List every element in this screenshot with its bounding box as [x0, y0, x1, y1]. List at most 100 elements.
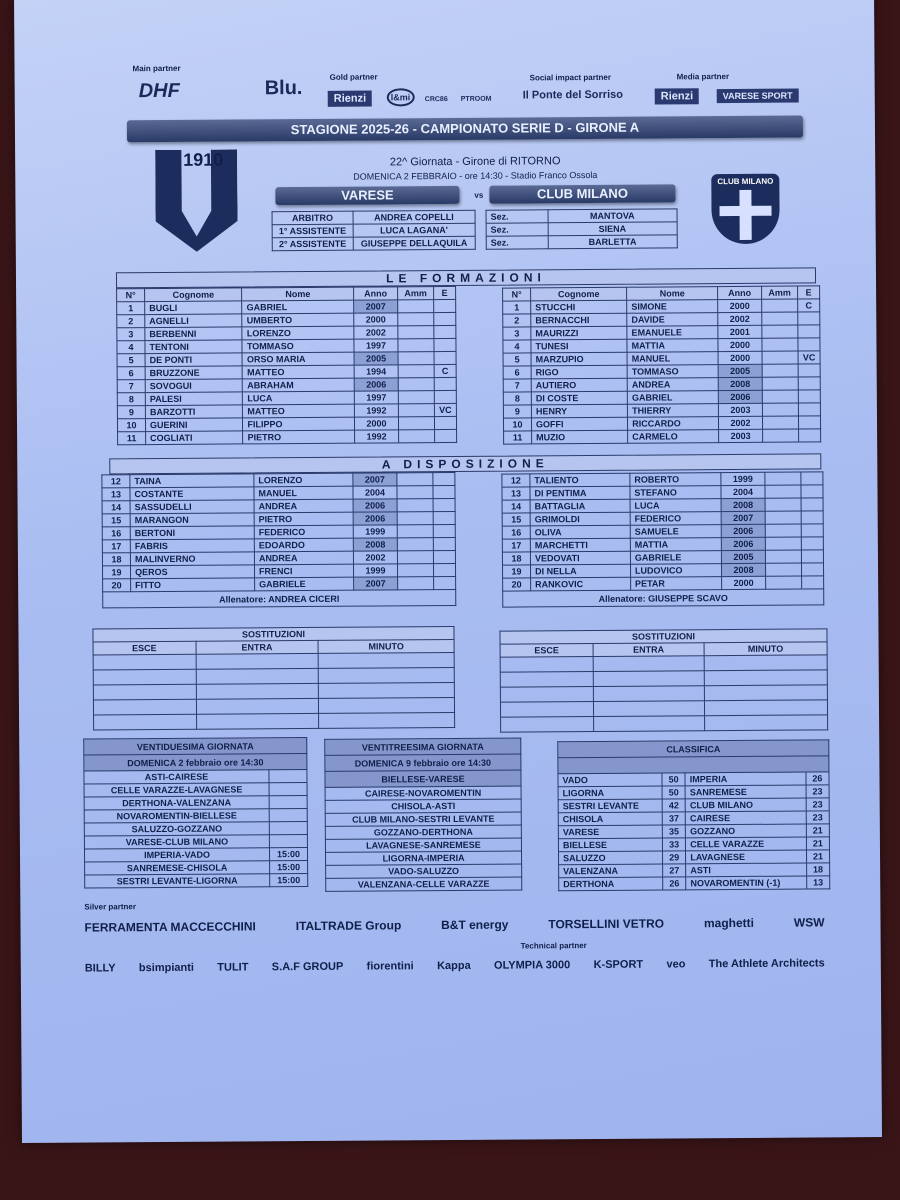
player-number: 7: [503, 378, 532, 393]
team-name: VADO: [557, 773, 663, 787]
team-name: SESTRI LEVANTE: [558, 799, 663, 813]
player-number: 14: [102, 500, 131, 514]
player-surname: MAURIZZI: [530, 326, 628, 340]
player-number: 13: [501, 486, 531, 501]
player-year: 2005: [718, 364, 763, 378]
standings-spacer-row: [557, 755, 829, 774]
player-role: [800, 484, 824, 499]
partner-logo: Kappa: [437, 959, 471, 973]
player-role: C: [797, 298, 820, 313]
player-year: 2000: [354, 416, 399, 431]
technical-partner-label: Technical partner: [520, 941, 587, 951]
player-surname: BARZOTTI: [145, 404, 243, 419]
player-surname: BUGLI: [144, 300, 243, 315]
player-name: ANDREA: [254, 551, 354, 565]
section-label: Sez.: [486, 235, 548, 250]
subs-column-header: MINUTO: [318, 639, 455, 654]
player-year: 1999: [353, 563, 398, 578]
subs-cell: [593, 700, 705, 717]
team-name: VARESE: [558, 825, 663, 839]
round23-title: VENTITREESIMA GIORNATA: [324, 737, 521, 756]
player-year: 2002: [717, 312, 762, 326]
player-number: 15: [102, 513, 131, 527]
player-role: [433, 524, 456, 538]
player-year: 2008: [353, 537, 398, 552]
team-name: SANREMESE: [685, 785, 806, 799]
player-year: 2007: [352, 472, 397, 487]
partner-logo: BILLY: [84, 962, 116, 975]
round23-title: VENTITREESIMA GIORNATA: [324, 737, 521, 756]
player-number: 5: [503, 352, 532, 367]
subs-cell: [93, 669, 196, 685]
vs-label: vs: [474, 190, 484, 200]
subs-cell: [500, 701, 594, 718]
subs-cell: [593, 685, 705, 702]
player-name: RICCARDO: [627, 416, 719, 431]
fixture-row: VALENZANA-CELLE VARAZZE: [325, 876, 522, 892]
player-surname: MUZIO: [531, 430, 628, 444]
partner-logo: fiorentini: [366, 960, 414, 973]
player-name: PETAR: [630, 576, 722, 591]
player-booking: [765, 550, 802, 564]
player-booking: [761, 338, 799, 352]
player-role: [434, 377, 457, 391]
player-year: 2008: [718, 377, 763, 391]
player-surname: OLIVA: [530, 525, 631, 539]
subs-cell: [704, 669, 828, 686]
player-booking: [397, 524, 434, 538]
player-booking: [397, 576, 434, 590]
player-role: [433, 563, 456, 577]
player-row: 11 COGLIATI PIETRO 1992: [117, 429, 457, 445]
standings-spacer: [557, 755, 829, 774]
subs-cell: [500, 671, 594, 688]
player-booking: [765, 498, 802, 512]
player-number: 6: [503, 365, 532, 380]
player-booking: [397, 338, 435, 352]
subs-cell: [500, 656, 594, 673]
player-name: ABRAHAM: [242, 378, 355, 392]
player-year: 2006: [353, 511, 398, 526]
player-year: 2006: [354, 377, 399, 392]
player-number: 10: [503, 417, 532, 432]
dhf-logo: DHF: [138, 79, 180, 103]
player-role: [798, 428, 821, 443]
player-year: 2002: [353, 550, 398, 565]
player-surname: COSTANTE: [129, 486, 255, 501]
fixture: VALENZANA-CELLE VARAZZE: [325, 876, 522, 892]
fixture-time: [269, 808, 308, 822]
official-role: ARBITRO: [272, 211, 353, 225]
player-role: [798, 415, 821, 430]
player-booking: [765, 537, 802, 551]
team-name: IMPERIA: [685, 772, 806, 786]
fixture-time: [268, 769, 308, 783]
away-subs-table: SOSTITUZIONI ESCE ENTRA MINUTO: [499, 628, 828, 733]
player-year: 2000: [717, 299, 762, 313]
player-year: 2004: [720, 485, 766, 499]
player-name: LORENZO: [253, 473, 353, 487]
player-role: C: [434, 364, 457, 378]
player-booking: [765, 511, 802, 525]
player-name: STEFANO: [629, 485, 722, 500]
player-number: 14: [502, 499, 531, 514]
player-role: [801, 510, 824, 525]
team-points: 50: [662, 772, 686, 787]
column-header: Nome: [242, 287, 354, 301]
player-booking: [398, 403, 435, 417]
player-name: MANUEL: [253, 486, 354, 500]
subs-cell: [318, 667, 455, 684]
team-points: 18: [806, 862, 830, 877]
silver-partner-logo: B&T energy: [441, 917, 509, 933]
team-points: 23: [806, 810, 830, 825]
player-booking: [397, 325, 434, 339]
player-name: FEDERICO: [254, 525, 354, 539]
away-lineup-table: N° Cognome Nome Anno Amm E 1 STUCCHI SIMONE 2000 C…: [502, 285, 821, 445]
subs-column-header: MINUTO: [704, 641, 828, 656]
team-points: 21: [806, 836, 830, 851]
player-number: 18: [502, 551, 531, 566]
standings-table: CLASSIFICA VADO 50 IMPERIA 26 LIGORNA 50 SANREM…: [557, 739, 830, 891]
team-points: 23: [805, 784, 830, 799]
column-header: Cognome: [530, 287, 627, 301]
round23-date: DOMENICA 9 febbraio ore 14:30: [324, 753, 521, 772]
player-surname: MALINVERNO: [130, 551, 255, 566]
team-points: 13: [806, 875, 830, 890]
